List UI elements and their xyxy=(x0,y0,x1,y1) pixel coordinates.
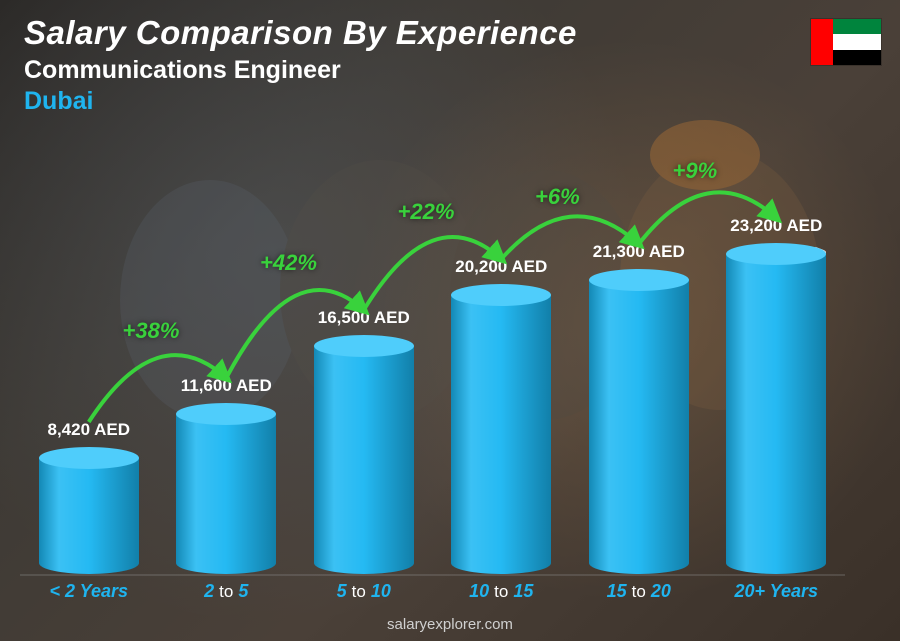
bar xyxy=(39,458,139,574)
x-axis-category: 10 to 15 xyxy=(433,581,571,609)
bar xyxy=(726,254,826,574)
header: Salary Comparison By Experience Communic… xyxy=(24,14,577,116)
bar-slot: 11,600 AED xyxy=(158,150,296,574)
bar-value-label: 8,420 AED xyxy=(20,420,158,440)
x-axis-category: 5 to 10 xyxy=(295,581,433,609)
bar-value-label: 20,200 AED xyxy=(433,257,571,277)
bar-value-label: 11,600 AED xyxy=(158,376,296,396)
x-axis-category: 15 to 20 xyxy=(570,581,708,609)
page-subtitle: Communications Engineer xyxy=(24,56,577,85)
flag-stripe-3 xyxy=(833,50,881,65)
x-axis-labels: < 2 Years2 to 55 to 1010 to 1515 to 2020… xyxy=(20,581,845,609)
page-location: Dubai xyxy=(24,87,577,116)
bar xyxy=(451,295,551,574)
bar-slot: 8,420 AED xyxy=(20,150,158,574)
bar-slot: 23,200 AED xyxy=(708,150,846,574)
bar-value-label: 16,500 AED xyxy=(295,308,433,328)
bar xyxy=(314,346,414,574)
x-axis-category: < 2 Years xyxy=(20,581,158,609)
salary-bar-chart: 8,420 AED11,600 AED16,500 AED20,200 AED2… xyxy=(20,150,845,576)
flag-stripe-1 xyxy=(833,19,881,34)
bar-slot: 20,200 AED xyxy=(433,150,571,574)
x-axis-category: 20+ Years xyxy=(708,581,846,609)
bar-slot: 16,500 AED xyxy=(295,150,433,574)
page-title: Salary Comparison By Experience xyxy=(24,14,577,52)
bar-slot: 21,300 AED xyxy=(570,150,708,574)
bar xyxy=(176,414,276,574)
x-axis-category: 2 to 5 xyxy=(158,581,296,609)
flag-hoist xyxy=(811,19,833,34)
flag-stripe-2 xyxy=(833,34,881,49)
footer-source: salaryexplorer.com xyxy=(0,616,900,633)
bar-value-label: 21,300 AED xyxy=(570,242,708,262)
bar xyxy=(589,280,689,574)
country-flag-icon xyxy=(810,18,882,66)
bar-value-label: 23,200 AED xyxy=(708,216,846,236)
